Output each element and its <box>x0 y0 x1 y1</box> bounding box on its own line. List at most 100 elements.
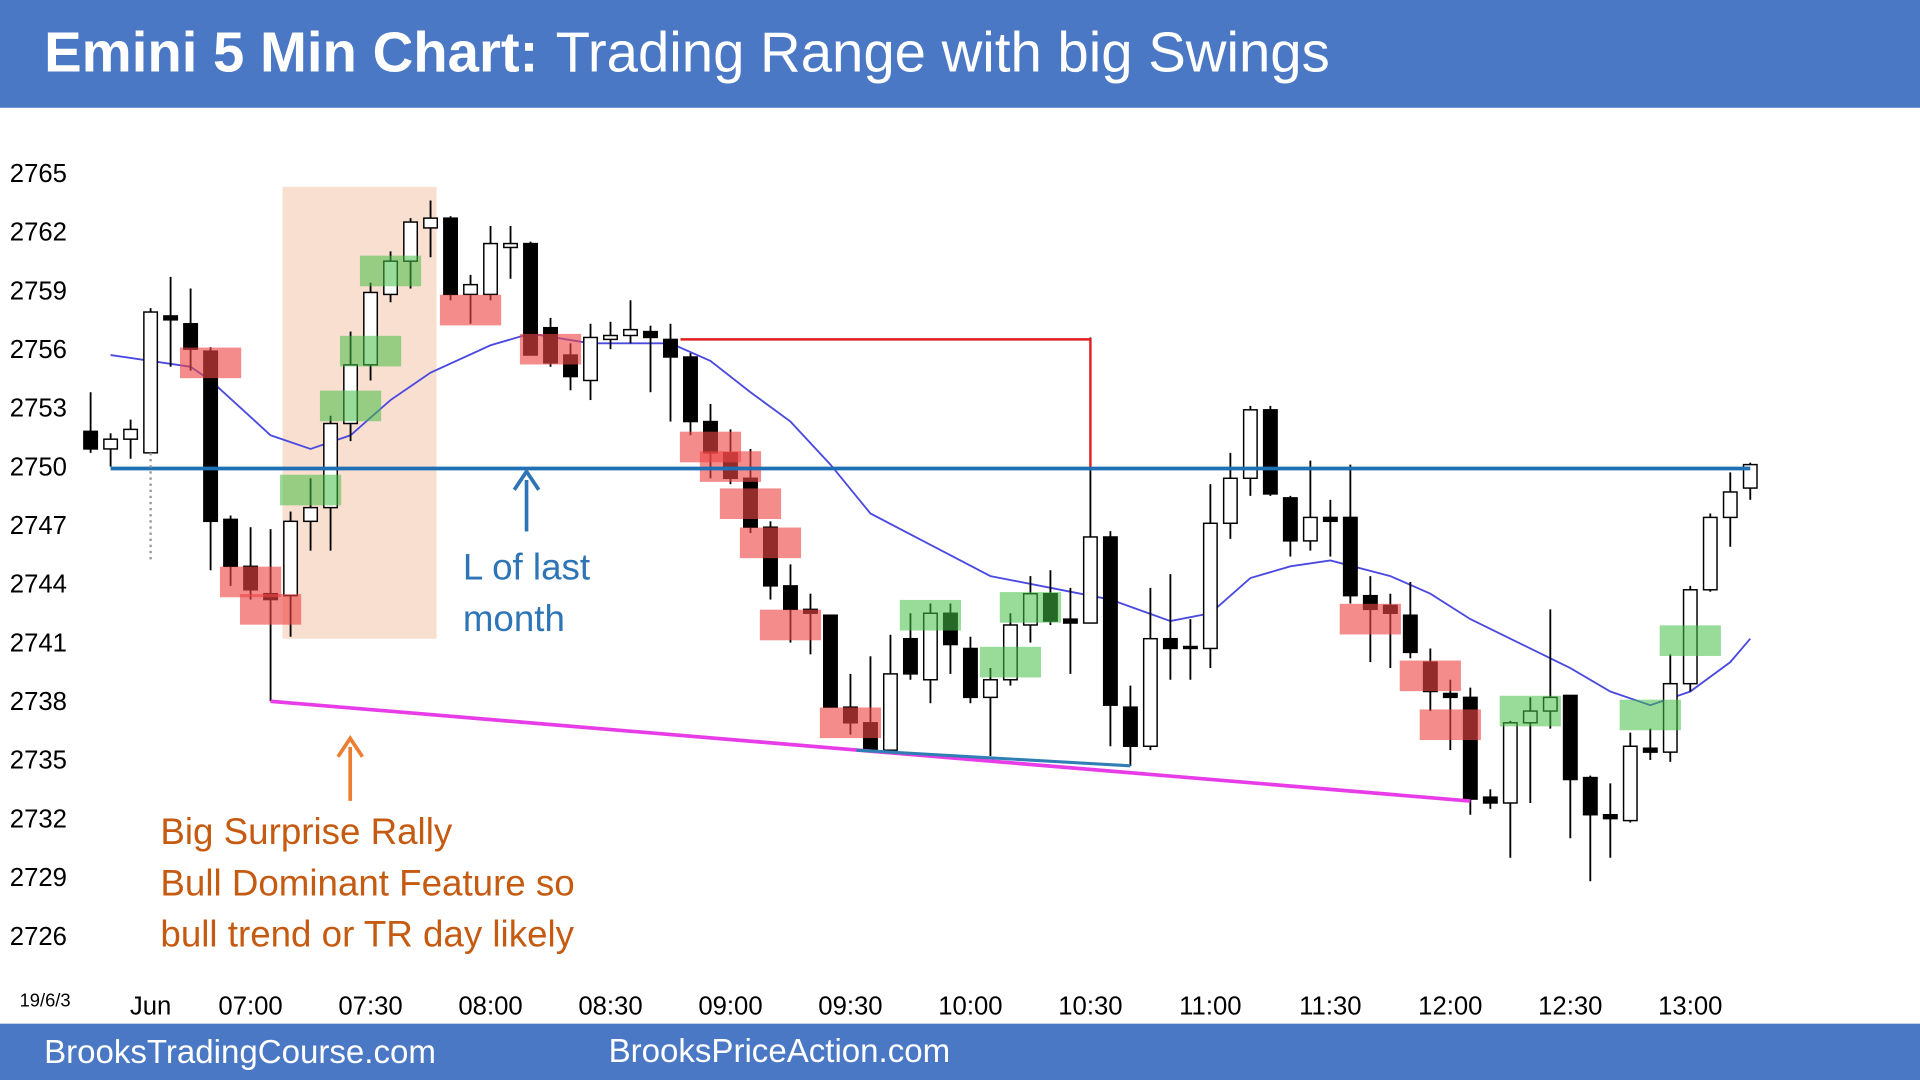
candle-body <box>1702 516 1718 591</box>
candle-body <box>663 338 678 358</box>
candle-body <box>1102 536 1118 706</box>
annotation-line <box>856 748 1131 768</box>
candle-body <box>1262 409 1278 495</box>
annotation: Big Surprise Rally Bull Dominant Feature … <box>160 811 574 955</box>
x-tick-label: Jun <box>130 993 171 1021</box>
candle-body <box>1282 497 1298 542</box>
candle-body <box>1162 637 1178 650</box>
candle-body <box>1642 747 1658 753</box>
x-tick-label: 09:00 <box>698 993 762 1021</box>
candle-body <box>1402 614 1418 654</box>
candle-body <box>1722 491 1738 519</box>
x-tick-label: 12:30 <box>1538 993 1602 1021</box>
bear-signal <box>1399 660 1461 692</box>
bull-signal <box>1499 695 1561 727</box>
candle-body <box>1142 637 1158 748</box>
candle-body <box>83 430 99 450</box>
candle-body <box>1322 516 1338 523</box>
x-tick-label: 09:30 <box>818 993 882 1021</box>
candle-body <box>683 356 698 423</box>
x-tick-label: 07:00 <box>218 993 282 1021</box>
candle-body <box>962 647 978 699</box>
arrow-head <box>512 468 541 491</box>
y-tick-label: 2753 <box>10 395 67 423</box>
candle-body <box>143 311 159 454</box>
y-tick-label: 2738 <box>10 688 67 716</box>
candle-body <box>882 673 898 751</box>
chart-title: Emini 5 Min Chart: <box>44 20 538 83</box>
bear-signal <box>519 333 582 365</box>
y-tick-label: 2759 <box>10 277 67 305</box>
candle-body <box>103 438 119 450</box>
bear-signal <box>239 594 302 625</box>
candle-body <box>1202 522 1218 650</box>
y-tick-label: 2762 <box>10 219 67 247</box>
candle-body <box>1742 463 1758 489</box>
candle-body <box>123 428 139 440</box>
chart-subtitle: Trading Range with big Swings <box>556 20 1330 83</box>
candle-body <box>183 323 199 350</box>
y-tick-label: 2744 <box>10 571 67 599</box>
bull-signal <box>1659 625 1721 656</box>
candle-body <box>1222 477 1238 525</box>
annotation-line-text: bull trend or TR day likely <box>160 913 574 954</box>
candle-body <box>1582 776 1598 816</box>
candle-body <box>1482 796 1498 804</box>
candle-body <box>443 217 459 296</box>
candle-body <box>782 585 798 611</box>
candle-body <box>1562 694 1578 781</box>
candle-body <box>1182 645 1198 650</box>
moving-average <box>110 332 1751 707</box>
y-tick-label: 2741 <box>10 629 67 657</box>
header-band <box>0 0 1920 108</box>
annotation-line-text: Big Surprise Rally <box>160 811 452 852</box>
annotation-line-text: Bull Dominant Feature so <box>160 862 574 903</box>
candle-body <box>603 334 618 341</box>
x-tick-label: 08:00 <box>458 993 522 1021</box>
x-tick-label: 10:00 <box>938 993 1002 1021</box>
annotation-line-text: L of last <box>463 546 590 587</box>
annotation: L of last month <box>463 546 590 638</box>
x-tick-label: 07:30 <box>338 993 402 1021</box>
bear-signal <box>719 488 782 520</box>
y-tick-label: 2747 <box>10 512 67 540</box>
candle-body <box>1442 692 1458 699</box>
footer-band <box>0 1023 1920 1080</box>
bull-signal <box>339 335 402 367</box>
bull-signal <box>359 255 422 287</box>
candle-body <box>982 679 998 699</box>
footer-right: BrooksPriceAction.com <box>609 1033 951 1070</box>
x-tick-label: 13:00 <box>1658 993 1722 1021</box>
y-tick-label: 2750 <box>10 453 67 481</box>
bear-signal <box>439 294 502 326</box>
candle-body <box>463 283 479 296</box>
x-tick-label: 12:00 <box>1418 993 1482 1021</box>
bull-signal <box>899 599 962 631</box>
candle-body <box>822 614 838 708</box>
header-title: Emini 5 Min Chart: Trading Range with big… <box>44 20 1330 83</box>
y-tick-label: 2735 <box>10 747 67 775</box>
candle-body <box>583 336 598 382</box>
candle-body <box>623 328 638 337</box>
candle-body <box>1242 409 1258 480</box>
candle-body <box>283 520 299 597</box>
y-tick-label: 2729 <box>10 864 67 892</box>
bear-signal <box>819 707 882 739</box>
candle-body <box>902 637 918 675</box>
candle-body <box>403 221 419 262</box>
y-tick-label: 2732 <box>10 805 67 833</box>
bear-signal <box>739 527 802 559</box>
annotation-line <box>680 338 1092 467</box>
candle-body <box>163 315 179 321</box>
bear-signal <box>699 451 762 482</box>
footer-left: BrooksTradingCourse.com <box>44 1034 436 1071</box>
candle-body <box>1622 745 1638 822</box>
bear-signal <box>219 566 282 598</box>
bear-signal <box>1339 603 1401 635</box>
y-tick-label: 2765 <box>10 160 67 188</box>
candle-body <box>1302 516 1318 542</box>
candle-body <box>1062 618 1078 624</box>
candle-body <box>1342 516 1358 597</box>
x-tick-label: 10:30 <box>1058 993 1122 1021</box>
